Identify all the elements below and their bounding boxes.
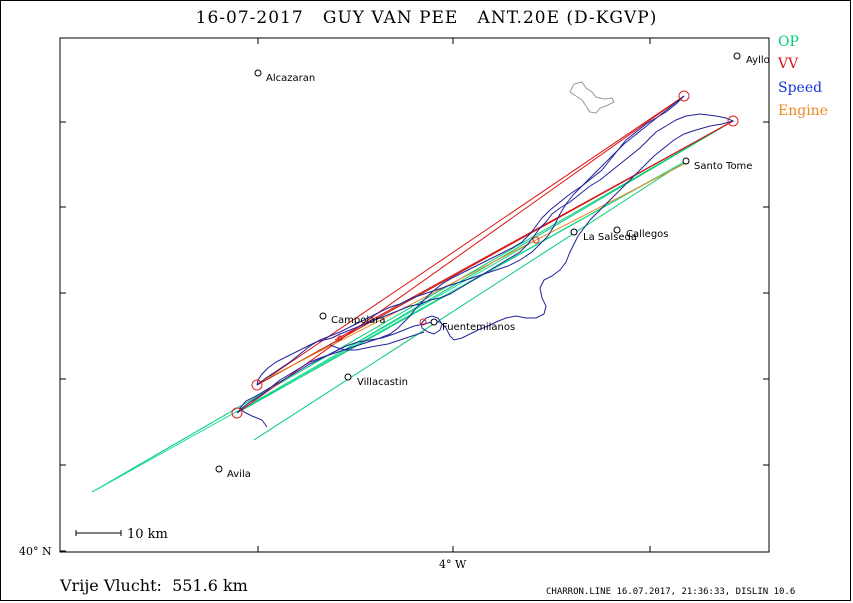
- legend-op: OP: [778, 34, 799, 50]
- town-marker-santo-tome: [682, 157, 690, 165]
- town-label-avila: Avila: [227, 469, 251, 480]
- town-label-fuentemilanos: Fuentemilanos: [442, 322, 515, 333]
- town-label-villacastin: Villacastin: [357, 377, 408, 388]
- town-label-la-salseda: La Salseda: [583, 232, 637, 243]
- legend-engine: Engine: [778, 103, 828, 119]
- lat-label: 40° N: [19, 545, 52, 558]
- town-label-callegos: Callegos: [626, 229, 669, 240]
- free-flight-distance: Vrije Vlucht: 551.6 km: [60, 576, 248, 595]
- town-marker-alcazaran: [254, 69, 262, 77]
- lon-label: 4° W: [439, 558, 467, 571]
- engine-lines: [257, 162, 687, 384]
- town-marker-villacastin: [344, 373, 352, 381]
- town-marker-campolara: [319, 312, 327, 320]
- left-ticks: [60, 38, 769, 552]
- town-label-alcazaran: Alcazaran: [266, 73, 315, 84]
- scale-bar: [75, 530, 122, 536]
- coastline-shape: [569, 81, 615, 114]
- flight-track: [236, 95, 735, 428]
- footer-credits: CHARRON.LINE 16.07.2017, 21:36:33, DISLI…: [546, 587, 796, 597]
- town-marker-callegos: [613, 226, 621, 234]
- legend-vv: VV: [778, 56, 799, 72]
- town-marker-la-salseda: [570, 228, 578, 236]
- town-marker-fuentemilanos: [430, 318, 438, 326]
- op-lines: [91, 120, 734, 493]
- town-label-campolara: Campolara: [331, 315, 385, 326]
- scale-bar-label: 10 km: [127, 527, 168, 542]
- town-label-ayllo: Ayllo: [746, 55, 770, 66]
- town-marker-ayllo: [733, 52, 741, 60]
- legend-speed: Speed: [778, 80, 823, 96]
- town-label-santo-tome: Santo Tome: [694, 161, 752, 172]
- town-markers: [215, 52, 741, 473]
- turnpoints: [231, 90, 739, 419]
- plot-area: [59, 37, 770, 553]
- op-alt-lines: [95, 160, 687, 491]
- page-title: 16-07-2017 GUY VAN PEE ANT.20E (D-KGVP): [195, 8, 658, 28]
- town-marker-avila: [215, 465, 223, 473]
